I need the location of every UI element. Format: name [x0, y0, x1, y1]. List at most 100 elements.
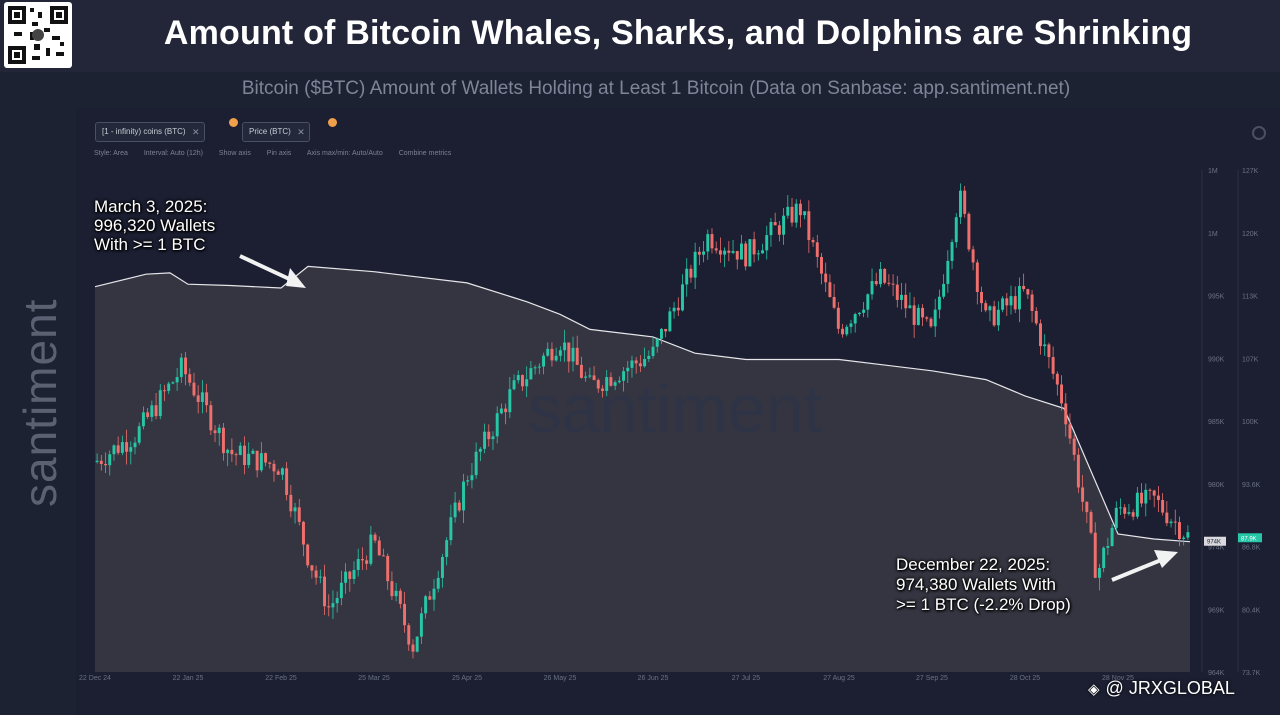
style-selector[interactable]: Style: Area [94, 150, 128, 157]
price-candle [1076, 454, 1080, 488]
price-candle [323, 576, 327, 607]
price-candle [158, 390, 162, 417]
price-candle [335, 598, 339, 604]
price-candle [916, 307, 920, 325]
price-candle [293, 507, 297, 512]
price-candle [310, 565, 314, 571]
price-candle [946, 260, 950, 284]
settings-icon[interactable] [1252, 126, 1266, 140]
axis-minmax-selector[interactable]: Axis max/min: Auto/Auto [306, 150, 383, 157]
price-candle [226, 449, 230, 454]
price-candle [141, 412, 145, 427]
price-candle [1026, 289, 1030, 295]
x-axis-tick: 22 Jan 25 [173, 675, 204, 682]
price-candle [554, 355, 558, 361]
combine-metrics-button[interactable]: Combine metrics [398, 150, 452, 157]
show-axis-toggle[interactable]: Show axis [218, 150, 251, 157]
price-candle [1064, 403, 1068, 425]
price-current-tag: 87.9K [1238, 533, 1262, 543]
price-candle [1156, 495, 1160, 500]
price-candle [668, 311, 672, 332]
price-candle [849, 323, 853, 327]
price-candle [963, 190, 967, 214]
right-axis-tick: 113K [1242, 294, 1258, 301]
right-axis-tick: 127K [1242, 168, 1259, 175]
price-candle [702, 251, 706, 255]
price-candle [1140, 492, 1144, 504]
price-candle [1186, 532, 1190, 538]
left-axis-tick: 990K [1208, 356, 1225, 363]
annotation-start: March 3, 2025: 996,320 Wallets With >= 1… [94, 197, 216, 254]
price-candle [133, 442, 137, 448]
price-candle [925, 317, 929, 319]
price-candle [314, 570, 318, 578]
price-candle [1144, 489, 1148, 504]
price-candle [853, 314, 857, 324]
pin-axis-toggle[interactable]: Pin axis [266, 150, 292, 157]
right-axis-tick: 93.6K [1242, 482, 1261, 489]
price-candle [1161, 499, 1165, 513]
x-axis-tick: 22 Feb 25 [265, 675, 297, 682]
price-candle [495, 413, 499, 437]
x-axis-tick: 22 Dec 24 [79, 675, 111, 682]
price-candle [841, 328, 845, 335]
price-candle [466, 480, 470, 482]
price-candle [1148, 489, 1152, 491]
price-candle [651, 346, 655, 356]
price-candle [390, 581, 394, 597]
price-candle [95, 460, 99, 462]
close-icon[interactable]: ✕ [192, 127, 200, 137]
price-candle [264, 453, 268, 463]
price-candle [192, 382, 196, 396]
close-icon[interactable]: ✕ [297, 127, 305, 137]
price-candle [339, 582, 343, 599]
price-candle [525, 379, 529, 387]
price-candle [163, 390, 166, 392]
price-candle [1165, 512, 1169, 524]
price-candle [470, 475, 474, 481]
price-candle [415, 636, 419, 652]
annotation-end: December 22, 2025: 974,380 Wallets With … [896, 555, 1071, 614]
metric-status-dot [229, 118, 238, 127]
price-candle [398, 590, 402, 604]
price-candle [546, 348, 550, 356]
price-candle [697, 251, 701, 255]
metric-chip-price[interactable]: Price (BTC) ✕ [242, 122, 310, 142]
x-axis-tick: 28 Oct 25 [1010, 675, 1040, 682]
price-candle [723, 250, 727, 255]
price-candle [373, 534, 377, 541]
price-candle [693, 251, 697, 278]
price-candle [175, 377, 179, 383]
price-candle [571, 347, 575, 362]
metric-chip-label: Price (BTC) [249, 127, 291, 136]
x-axis-tick: 27 Jul 25 [732, 675, 761, 682]
price-candle [1005, 298, 1009, 306]
price-candle [1072, 438, 1076, 455]
left-axis-tick: 980K [1208, 482, 1225, 489]
price-candle [221, 427, 225, 454]
price-candle [483, 431, 487, 449]
price-candle [432, 588, 436, 600]
price-candle [99, 460, 103, 464]
price-candle [601, 388, 604, 391]
price-candle [563, 342, 567, 351]
price-candle [1051, 357, 1055, 374]
price-candle [297, 507, 301, 522]
price-candle [904, 294, 908, 309]
price-candle [596, 380, 600, 389]
price-candle [445, 540, 449, 557]
metric-chip-wallets[interactable]: [1 - infinity) coins (BTC) ✕ [95, 122, 205, 142]
price-candle [301, 521, 305, 545]
price-candle [588, 375, 592, 377]
price-candle [474, 451, 478, 476]
price-candle [1152, 490, 1156, 496]
price-candle [980, 291, 984, 304]
price-candle [154, 405, 158, 417]
price-candle [550, 348, 554, 361]
interval-selector[interactable]: Interval: Auto (12h) [143, 150, 203, 157]
price-candle [672, 307, 676, 312]
x-axis-tick: 26 Jun 25 [638, 675, 669, 682]
x-axis-tick: 27 Sep 25 [916, 675, 948, 682]
price-candle [331, 603, 335, 608]
price-candle [558, 350, 562, 356]
